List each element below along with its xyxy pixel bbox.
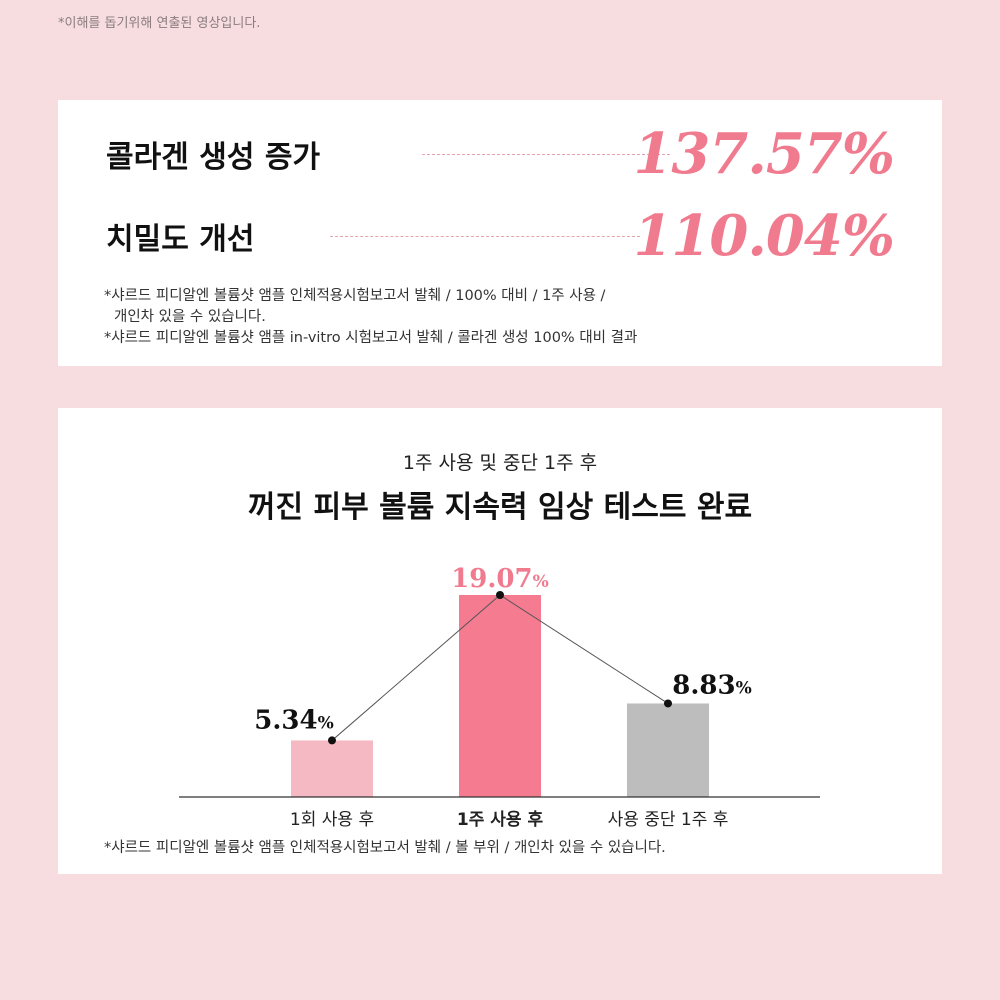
value-label-2: 19.07%: [451, 564, 549, 594]
stat-label-collagen: 콜라겐 생성 증가: [106, 140, 321, 175]
bar-3: [627, 703, 709, 797]
stat-value-density: 110.04%: [633, 203, 895, 269]
trend-point-3: [664, 699, 672, 708]
value-label-1: 5.34%: [254, 705, 333, 735]
stat-row-density: 치밀도 개선 110.04%: [106, 203, 895, 269]
stat-label-density: 치밀도 개선: [106, 222, 255, 257]
chart-card: 1주 사용 및 중단 1주 후 꺼진 피부 볼륨 지속력 임상 테스트 완료 5…: [58, 408, 942, 874]
category-label-2: 1주 사용 후: [457, 809, 544, 830]
stat-note-3: *샤르드 피디알엔 볼륨샷 앰플 in-vitro 시험보고서 발췌 / 콜라겐…: [104, 330, 638, 346]
dashed-leader-line: [330, 236, 640, 237]
chart-note: *샤르드 피디알엔 볼륨샷 앰플 인체적용시험보고서 발췌 / 볼 부위 / 개…: [104, 840, 666, 856]
value-label-3: 8.83%: [672, 670, 751, 700]
top-disclaimer: *이해를 돕기위해 연출된 영상입니다.: [58, 16, 261, 31]
category-label-3: 사용 중단 1주 후: [608, 810, 729, 830]
bar-chart: 5.34% 19.07% 8.83% 1회 사용 후 1주 사용 후 사용 중단 1주 후: [179, 564, 820, 830]
category-label-1: 1회 사용 후: [290, 810, 374, 830]
stat-value-collagen: 137.57%: [633, 121, 895, 187]
trend-point-2: [496, 591, 504, 599]
stat-note-1: *샤르드 피디알엔 볼륨샷 앰플 인체적용시험보고서 발췌 / 100% 대비 …: [104, 288, 606, 304]
stats-card: 콜라겐 생성 증가 137.57% 치밀도 개선 110.04% *샤르드 피디…: [58, 100, 942, 366]
stat-notes: *샤르드 피디알엔 볼륨샷 앰플 인체적용시험보고서 발췌 / 100% 대비 …: [104, 286, 637, 349]
dashed-leader-line: [422, 154, 670, 155]
stat-row-collagen: 콜라겐 생성 증가 137.57%: [106, 121, 895, 187]
bar-2: [459, 595, 541, 797]
chart-title: 꺼진 피부 볼륨 지속력 임상 테스트 완료: [247, 490, 753, 525]
stat-note-2: 개인차 있을 수 있습니다.: [114, 309, 266, 325]
bar-1: [291, 740, 373, 797]
trend-point-1: [328, 736, 336, 745]
chart-subtitle: 1주 사용 및 중단 1주 후: [402, 452, 598, 474]
